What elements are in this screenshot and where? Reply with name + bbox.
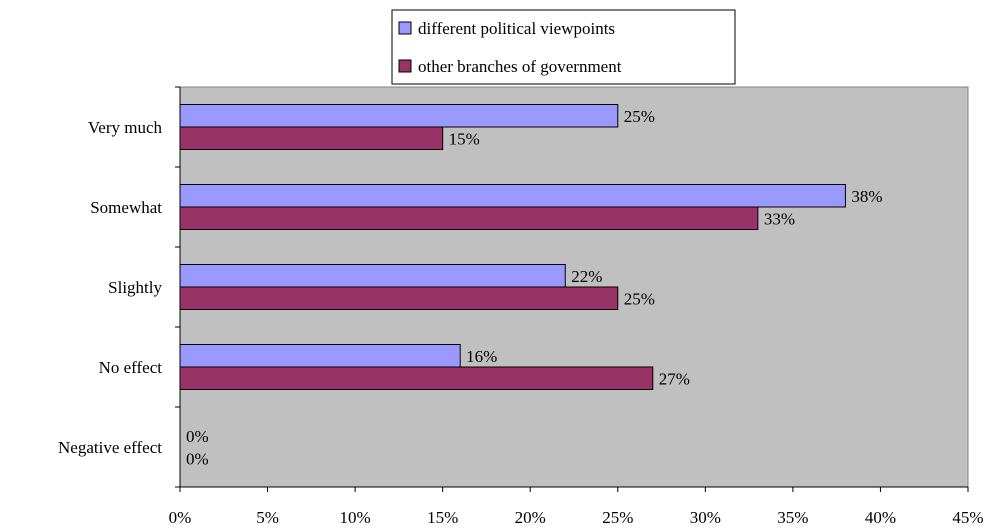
bar (179, 264, 566, 288)
bar (179, 366, 654, 390)
bar (179, 104, 619, 128)
x-tick-label: 0% (169, 508, 192, 527)
x-tick-label: 40% (865, 508, 896, 527)
bar (179, 184, 846, 208)
x-tick-label: 20% (515, 508, 546, 527)
bar (179, 344, 461, 368)
data-label: 0% (186, 427, 209, 446)
x-tick-label: 15% (427, 508, 458, 527)
legend-swatch (398, 21, 412, 35)
data-label: 27% (659, 369, 690, 388)
category-label: Slightly (108, 278, 162, 297)
legend-label: different political viewpoints (418, 19, 615, 38)
bar (179, 126, 444, 150)
category-label: Negative effect (58, 438, 162, 457)
data-label: 0% (186, 449, 209, 468)
category-label: Very much (88, 118, 163, 137)
data-label: 38% (851, 187, 882, 206)
x-tick-label: 25% (602, 508, 633, 527)
data-label: 25% (624, 107, 655, 126)
data-label: 33% (764, 209, 795, 228)
x-tick-label: 30% (690, 508, 721, 527)
bar (179, 206, 759, 230)
legend: different political viewpoints other bran… (391, 9, 736, 85)
legend-label: other branches of government (418, 57, 622, 76)
x-tick-label: 45% (952, 508, 983, 527)
data-label: 25% (624, 289, 655, 308)
category-label: Somewhat (90, 198, 162, 217)
bar (179, 286, 619, 310)
legend-swatch (398, 59, 412, 73)
x-tick-label: 10% (340, 508, 371, 527)
data-label: 16% (466, 347, 497, 366)
data-label: 15% (449, 129, 480, 148)
category-label: No effect (99, 358, 163, 377)
x-tick-label: 35% (777, 508, 808, 527)
data-label: 22% (571, 267, 602, 286)
x-tick-label: 5% (256, 508, 279, 527)
legend-box (391, 9, 736, 85)
